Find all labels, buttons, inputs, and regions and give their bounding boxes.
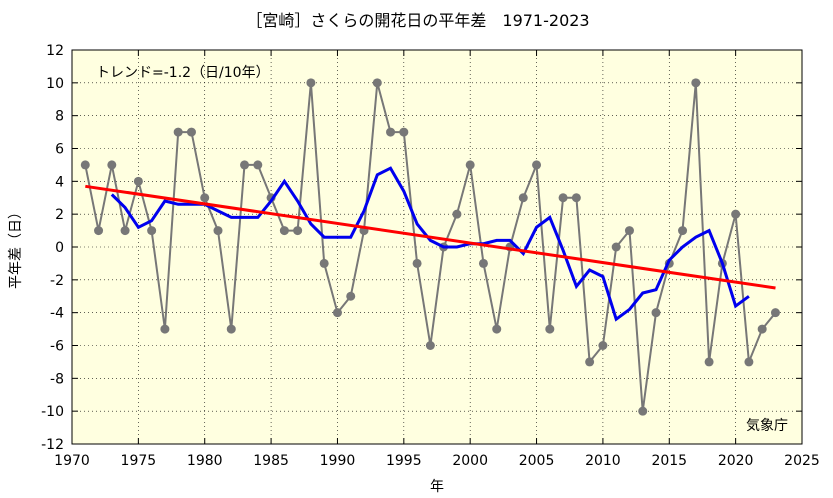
observed-point: [571, 193, 581, 203]
observed-point: [624, 226, 634, 236]
observed-point: [94, 226, 104, 236]
observed-point: [200, 193, 210, 203]
x-tick-label: 1970: [54, 453, 90, 469]
x-axis-title: 年: [430, 479, 444, 495]
observed-point: [757, 324, 767, 334]
x-tick-label: 2020: [718, 453, 754, 469]
observed-point: [346, 291, 356, 301]
observed-point: [372, 78, 382, 88]
x-tick-label: 2000: [452, 453, 488, 469]
x-tick-label: 2010: [585, 453, 621, 469]
y-tick-label: -10: [41, 404, 64, 420]
observed-point: [412, 258, 422, 268]
y-tick-label: -12: [41, 437, 64, 453]
observed-point: [478, 258, 488, 268]
observed-point: [332, 308, 342, 318]
observed-point: [386, 127, 396, 137]
y-tick-label: 2: [55, 207, 64, 223]
grid: [72, 50, 802, 444]
observed-point: [492, 324, 502, 334]
x-tick-label: 2015: [651, 453, 687, 469]
observed-point: [253, 160, 263, 170]
observed-point: [678, 226, 688, 236]
observed-point: [651, 308, 661, 318]
x-tick-label: 2005: [519, 453, 555, 469]
x-tick-label: 1995: [386, 453, 422, 469]
y-tick-label: 12: [46, 43, 64, 59]
observed-point: [425, 341, 435, 350]
observed-point: [518, 193, 528, 203]
observed-point: [691, 78, 701, 88]
observed-point: [173, 127, 183, 137]
observed-point: [638, 406, 648, 416]
x-tick-label: 1980: [187, 453, 223, 469]
observed-point: [545, 324, 555, 334]
moving-average-line: [110, 166, 750, 322]
observed-point: [133, 176, 143, 186]
y-axis: -12 -10 -8 -6 -4 -2 0 2 4 6 8 10 12: [41, 43, 802, 453]
observed-point: [319, 258, 329, 268]
observed-point: [585, 357, 595, 367]
observed-point: [465, 160, 475, 170]
y-tick-label: 10: [46, 76, 64, 92]
trend-annotation: トレンド=-1.2（日/10年）: [96, 65, 270, 81]
y-tick-label: -2: [50, 273, 64, 289]
observed-point: [731, 209, 741, 219]
y-tick-label: 0: [55, 240, 64, 256]
observed-point: [160, 324, 170, 334]
observed-point: [240, 160, 250, 170]
x-tick-label: 1975: [121, 453, 157, 469]
observed-point: [279, 226, 289, 236]
x-tick-label: 1985: [253, 453, 289, 469]
y-axis-title: 平年差（日）: [8, 205, 24, 289]
observed-point: [213, 226, 223, 236]
x-axis: 1970 1975 1980 1985 1990 1995 2000 2005 2010 2015…: [54, 50, 820, 469]
observed-point: [611, 242, 621, 252]
observed-point: [770, 308, 780, 318]
observed-point: [186, 127, 196, 137]
x-tick-label: 1990: [320, 453, 356, 469]
observed-point: [558, 193, 568, 203]
trend-line: [85, 184, 776, 290]
x-tick-label: 2025: [784, 453, 820, 469]
y-tick-label: 6: [55, 142, 64, 158]
observed-point: [452, 209, 462, 219]
observed-point: [306, 78, 316, 88]
observed-point: [293, 226, 303, 236]
y-tick-label: -6: [50, 339, 64, 355]
y-tick-label: 8: [55, 109, 64, 125]
observed-point: [107, 160, 117, 170]
observed-point: [147, 226, 157, 236]
observed-point: [744, 357, 754, 367]
observed-point: [704, 357, 714, 367]
observed-point: [80, 160, 90, 170]
series-layer: [80, 78, 780, 416]
y-tick-label: -4: [50, 306, 64, 322]
observed-point: [399, 127, 409, 137]
observed-point: [226, 324, 236, 334]
y-tick-label: 4: [55, 174, 64, 190]
source-label: 気象庁: [746, 418, 788, 434]
observed-point: [532, 160, 542, 170]
observed-point: [120, 226, 130, 236]
chart-title: ［宮崎］さくらの開花日の平年差 1971-2023: [246, 11, 589, 30]
y-tick-label: -8: [50, 371, 64, 387]
observed-point: [598, 341, 608, 350]
